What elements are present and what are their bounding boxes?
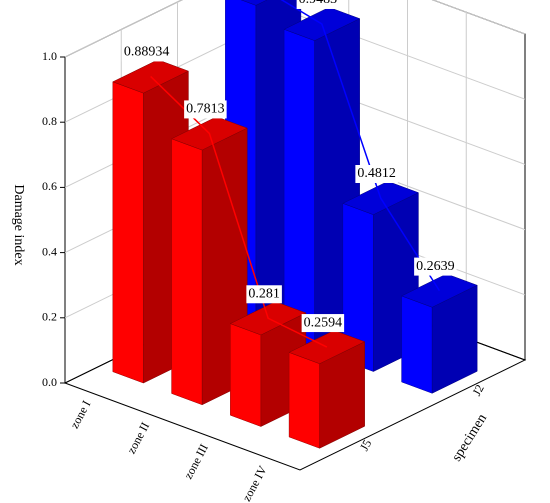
x-tick-label: zone II (124, 420, 152, 456)
value-label-bg (355, 165, 398, 184)
z-tick-label: 0.6 (42, 179, 57, 193)
value-label: 0.281 (248, 286, 280, 301)
x-tick-label: zone IV (239, 463, 270, 503)
series-line (280, 0, 441, 291)
bar-front (171, 138, 203, 406)
value-label-bg (301, 314, 345, 333)
z-tick-label: 0.0 (42, 375, 57, 389)
bar (400, 273, 478, 394)
value-label-bg (184, 100, 227, 119)
bar-top (240, 0, 268, 6)
value-label: 0.2639 (416, 259, 455, 274)
z-tick-label: 0.8 (42, 114, 57, 128)
series-line (150, 75, 328, 348)
z-axis-label: Damage index (11, 184, 26, 265)
value-label: 0.2594 (304, 315, 343, 330)
value-label-bg (414, 257, 457, 276)
value-label-bg (296, 0, 340, 9)
x-tick-label: zone III (181, 441, 211, 481)
z-tick-label: 1.0 (42, 49, 57, 63)
value-label-bg (121, 43, 172, 62)
value-label-bg (246, 285, 282, 304)
bar-front (112, 81, 144, 384)
z-tick-label: 0.2 (42, 310, 57, 324)
bar-front (401, 295, 433, 394)
bar-front (230, 323, 262, 427)
value-label: 0.4812 (357, 166, 396, 181)
x-tick-label: zone I (67, 398, 93, 431)
depth-tick-label: J5 (357, 437, 374, 453)
value-label: 0.7813 (186, 102, 225, 117)
depth-axis-label: specimen (449, 411, 490, 464)
bar-front (283, 28, 315, 351)
depth-tick-label: J2 (469, 382, 486, 398)
bar (288, 330, 366, 449)
value-label: 0.9483 (299, 0, 338, 7)
grid-line (64, 0, 526, 58)
bar-front (288, 352, 320, 449)
z-tick-label: 0.4 (42, 244, 57, 258)
value-label: 0.88934 (124, 45, 170, 60)
